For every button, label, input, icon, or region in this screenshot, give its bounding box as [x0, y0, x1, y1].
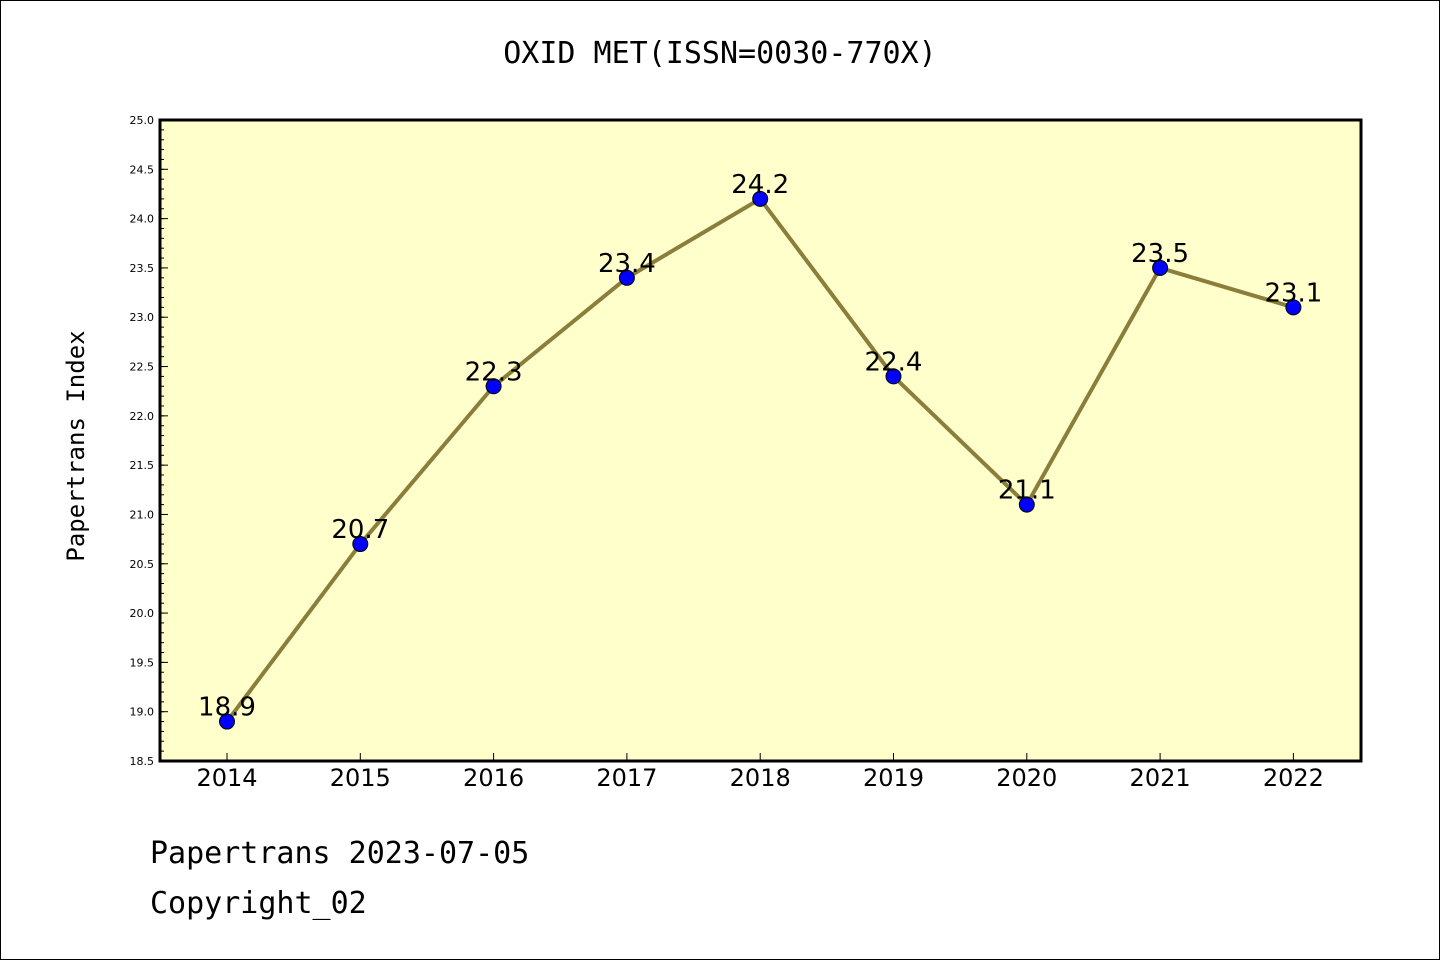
data-point — [1152, 259, 1169, 276]
data-point — [1018, 496, 1035, 513]
data-point — [485, 378, 502, 395]
data-point — [885, 368, 902, 385]
y-tick-label: 22.0 — [130, 410, 155, 423]
footer-date: Papertrans 2023-07-05 — [150, 836, 530, 871]
data-labels: 18.9 20.7 22.3 23.4 24.2 22.4 21.1 23.5 23.1 — [198, 170, 1322, 723]
data-point — [618, 269, 635, 286]
y-tick-label: 20.5 — [130, 558, 155, 571]
plot-area — [158, 118, 1363, 763]
x-tick-label: 2014 — [196, 764, 257, 792]
data-point — [219, 713, 235, 730]
y-tick-label: 24.5 — [130, 163, 155, 176]
data-point — [352, 536, 369, 553]
y-tick-label: 19.0 — [130, 706, 155, 719]
x-tick-label: 2017 — [596, 764, 657, 792]
x-tick-label: 2022 — [1263, 764, 1324, 792]
y-tick-label: 23.5 — [130, 262, 155, 275]
y-axis-label: Papertrans Index — [62, 330, 90, 561]
y-tick-label: 18.5 — [130, 755, 155, 768]
data-label: 22.3 — [465, 357, 523, 387]
y-tick-label: 23.0 — [130, 311, 155, 324]
x-tick-label: 2016 — [463, 764, 524, 792]
y-tick-label: 20.0 — [130, 607, 155, 620]
data-label: 23.5 — [1131, 239, 1189, 269]
data-label: 21.1 — [998, 476, 1056, 506]
x-tick-label: 2015 — [330, 764, 391, 792]
y-axis: 18.5 19.0 19.5 20.0 20.5 21.0 21.5 22.0 22.5 23.0… — [130, 114, 168, 768]
y-tick-label: 21.5 — [130, 459, 155, 472]
data-point — [752, 190, 769, 207]
y-tick-label: 19.5 — [130, 656, 155, 669]
y-tick-label: 22.5 — [130, 361, 155, 374]
x-axis: 2014 2015 2016 2017 2018 2019 2020 2021 2022 — [196, 753, 1324, 792]
data-label: 18.9 — [198, 693, 256, 723]
data-label: 24.2 — [731, 170, 789, 200]
y-tick-label: 25.0 — [130, 114, 155, 127]
x-tick-label: 2020 — [996, 764, 1057, 792]
data-label: 22.4 — [865, 347, 923, 377]
data-point — [1285, 299, 1302, 316]
y-tick-label: 24.0 — [130, 213, 155, 226]
footer-copyright: Copyright_02 — [150, 886, 367, 921]
series-markers — [219, 190, 1302, 730]
x-tick-label: 2019 — [863, 764, 924, 792]
data-label: 23.1 — [1264, 278, 1322, 308]
x-tick-label: 2018 — [730, 764, 791, 792]
data-label: 20.7 — [331, 515, 389, 545]
y-tick-label: 21.0 — [130, 508, 155, 521]
chart-title: OXID MET(ISSN=0030-770X) — [503, 36, 937, 71]
x-tick-label: 2021 — [1130, 764, 1191, 792]
data-label: 23.4 — [598, 249, 656, 279]
